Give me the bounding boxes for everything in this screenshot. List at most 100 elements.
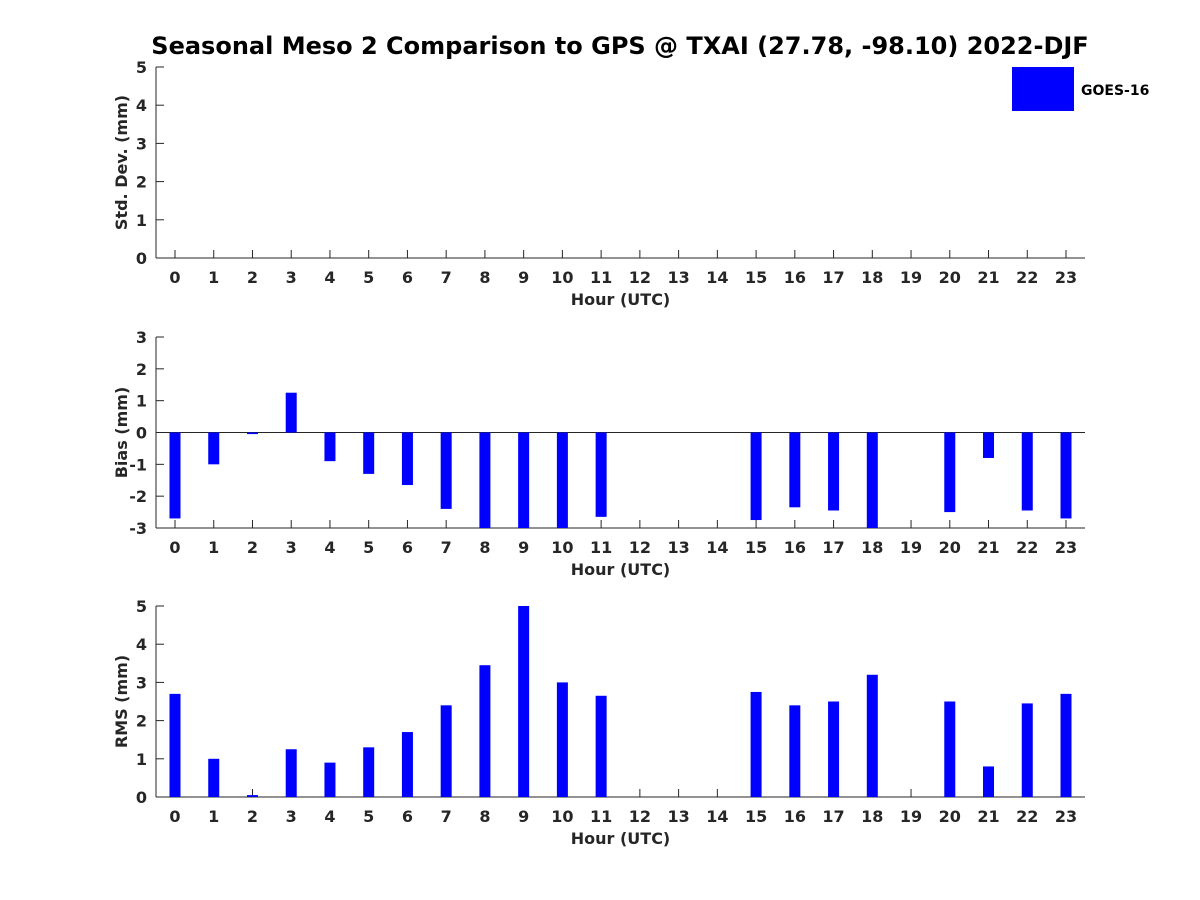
bias-bar-hour-5 (363, 432, 375, 474)
x-tick-label: 3 (286, 538, 297, 557)
x-axis-label: Hour (UTC) (571, 290, 671, 309)
x-tick-label: 2 (247, 268, 258, 287)
x-tick-label: 12 (629, 268, 651, 287)
x-tick-label: 15 (745, 538, 767, 557)
bias-bar-hour-18 (866, 432, 878, 528)
bias-bar-hour-0 (169, 432, 181, 519)
x-tick-label: 18 (861, 807, 883, 826)
rms-bar-hour-18 (866, 674, 878, 797)
x-tick-label: 4 (324, 538, 335, 557)
rms-bar-hour-9 (518, 606, 530, 797)
x-tick-label: 17 (822, 268, 844, 287)
bias-bar-hour-4 (324, 432, 336, 462)
x-tick-label: 16 (784, 268, 806, 287)
x-tick-label: 23 (1055, 807, 1077, 826)
bias-bar-hour-6 (401, 432, 413, 486)
x-tick-label: 19 (900, 268, 922, 287)
x-tick-label: 23 (1055, 538, 1077, 557)
x-tick-label: 7 (441, 268, 452, 287)
x-tick-label: 1 (208, 268, 219, 287)
x-tick-label: 9 (518, 807, 529, 826)
chart-title: Seasonal Meso 2 Comparison to GPS @ TXAI… (151, 32, 1088, 60)
y-tick-label: -2 (129, 487, 147, 506)
rms-bar-hour-20 (944, 701, 956, 797)
x-tick-label: 7 (441, 538, 452, 557)
x-tick-label: 16 (784, 538, 806, 557)
y-tick-label: 3 (136, 328, 147, 347)
x-tick-label: 5 (363, 538, 374, 557)
x-tick-label: 9 (518, 268, 529, 287)
x-tick-label: 11 (590, 268, 612, 287)
x-axis-label: Hour (UTC) (571, 829, 671, 848)
x-tick-label: 10 (551, 807, 573, 826)
y-tick-label: 4 (136, 96, 147, 115)
x-tick-label: 20 (939, 268, 961, 287)
bias-bar-hour-21 (983, 432, 995, 458)
bias-bar-hour-16 (789, 432, 801, 508)
rms-bar-hour-16 (789, 705, 801, 797)
bias-bar-hour-2 (246, 432, 258, 435)
x-tick-label: 18 (861, 538, 883, 557)
x-tick-label: 14 (706, 268, 728, 287)
bias-bar-hour-7 (440, 432, 452, 509)
x-tick-label: 0 (169, 538, 180, 557)
x-tick-label: 0 (169, 807, 180, 826)
rms-bar-hour-8 (479, 665, 491, 797)
y-tick-label: 5 (136, 58, 147, 77)
bias-bar-hour-8 (479, 432, 491, 528)
rms-bar-hour-2 (246, 795, 258, 797)
y-tick-label: -3 (129, 519, 147, 538)
x-tick-label: 13 (667, 538, 689, 557)
rms-bar-hour-11 (595, 695, 607, 797)
x-tick-label: 8 (479, 538, 490, 557)
x-tick-label: 19 (900, 807, 922, 826)
bias-bar-hour-22 (1021, 432, 1033, 511)
x-tick-label: 2 (247, 538, 258, 557)
x-tick-label: 6 (402, 268, 413, 287)
bias-bar-hour-3 (285, 392, 297, 433)
bias-bar-hour-23 (1060, 432, 1072, 519)
y-tick-label: 1 (136, 392, 147, 411)
x-tick-label: 21 (977, 268, 999, 287)
rms-bar-hour-15 (750, 691, 762, 797)
x-tick-label: 8 (479, 268, 490, 287)
x-tick-label: 17 (822, 538, 844, 557)
x-tick-label: 10 (551, 538, 573, 557)
y-tick-label: 2 (136, 173, 147, 192)
rms-bar-hour-7 (440, 705, 452, 797)
x-tick-label: 15 (745, 807, 767, 826)
x-tick-label: 15 (745, 268, 767, 287)
rms-bar-hour-23 (1060, 693, 1072, 797)
x-tick-label: 14 (706, 807, 728, 826)
legend-swatch-goes-16 (1012, 67, 1074, 111)
x-tick-label: 3 (286, 268, 297, 287)
rms-bar-hour-10 (556, 682, 568, 797)
x-tick-label: 9 (518, 538, 529, 557)
x-tick-label: 3 (286, 807, 297, 826)
y-tick-label: 2 (136, 712, 147, 731)
rms-bar-hour-0 (169, 693, 181, 797)
x-tick-label: 10 (551, 268, 573, 287)
x-tick-label: 20 (939, 538, 961, 557)
y-tick-label: -1 (129, 455, 147, 474)
x-tick-label: 22 (1016, 268, 1038, 287)
x-tick-label: 21 (977, 538, 999, 557)
rms-bar-hour-5 (363, 747, 375, 797)
rms-bar-hour-3 (285, 749, 297, 797)
bias-bar-hour-15 (750, 432, 762, 521)
x-tick-label: 16 (784, 807, 806, 826)
x-tick-label: 4 (324, 268, 335, 287)
y-axis-label: RMS (mm) (112, 655, 131, 748)
x-tick-label: 2 (247, 807, 258, 826)
x-tick-label: 22 (1016, 807, 1038, 826)
x-tick-label: 18 (861, 268, 883, 287)
x-tick-label: 1 (208, 538, 219, 557)
rms-bar-hour-21 (983, 766, 995, 797)
y-axis-label: Bias (mm) (112, 387, 131, 479)
x-tick-label: 5 (363, 807, 374, 826)
y-tick-label: 3 (136, 673, 147, 692)
x-tick-label: 11 (590, 807, 612, 826)
